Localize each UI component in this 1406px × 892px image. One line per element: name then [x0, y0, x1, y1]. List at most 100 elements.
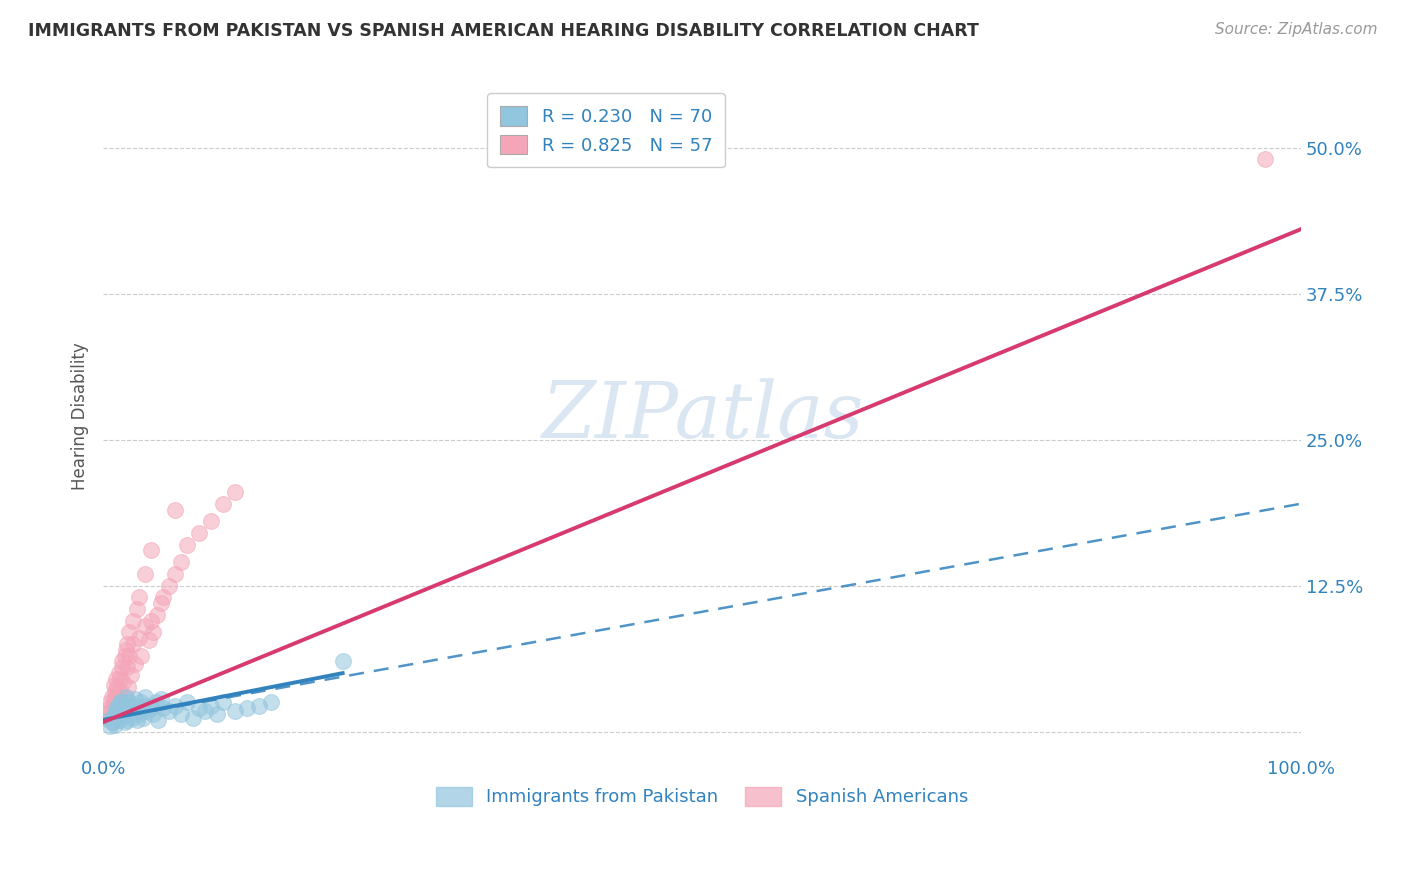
Point [163, 698, 186, 713]
Legend: Immigrants from Pakistan, Spanish Americans: Immigrants from Pakistan, Spanish Americ… [429, 780, 976, 814]
Point [176, 695, 198, 709]
Point [104, 690, 127, 704]
Point [149, 596, 172, 610]
Point [110, 710, 132, 724]
Point [145, 695, 167, 709]
Point [139, 543, 162, 558]
Point [148, 713, 170, 727]
Point [101, 710, 124, 724]
Point [114, 648, 136, 663]
Point [136, 704, 159, 718]
Text: IMMIGRANTS FROM PAKISTAN VS SPANISH AMERICAN HEARING DISABILITY CORRELATION CHAR: IMMIGRANTS FROM PAKISTAN VS SPANISH AMER… [28, 22, 979, 40]
Y-axis label: Hearing Disability: Hearing Disability [72, 343, 89, 490]
Point [142, 706, 165, 721]
Point [111, 698, 134, 713]
Point [108, 695, 131, 709]
Point [170, 706, 193, 721]
Point [260, 695, 283, 709]
Point [101, 698, 124, 713]
Point [107, 701, 129, 715]
Point [128, 591, 150, 605]
Point [112, 675, 135, 690]
Point [128, 631, 150, 645]
Point [247, 698, 270, 713]
Point [163, 566, 186, 581]
Point [111, 655, 134, 669]
Point [104, 706, 127, 721]
Point [170, 555, 193, 569]
Point [131, 695, 153, 709]
Point [96, 706, 118, 721]
Point [107, 704, 129, 718]
Point [157, 704, 180, 718]
Point [104, 683, 127, 698]
Point [120, 706, 142, 721]
Point [129, 701, 152, 715]
Point [107, 713, 129, 727]
Point [104, 691, 127, 706]
Point [122, 698, 145, 713]
Point [187, 701, 209, 715]
Point [104, 717, 127, 731]
Point [236, 701, 259, 715]
Point [107, 704, 129, 718]
Point [128, 704, 150, 718]
Point [118, 625, 141, 640]
Point [115, 704, 138, 718]
Point [224, 485, 246, 500]
Point [108, 672, 131, 686]
Point [98, 713, 121, 727]
Point [134, 619, 156, 633]
Point [138, 633, 160, 648]
Point [118, 701, 141, 715]
Point [114, 715, 136, 730]
Point [114, 690, 136, 704]
Point [97, 710, 120, 724]
Point [105, 701, 128, 715]
Point [98, 704, 121, 718]
Point [212, 497, 235, 511]
Point [131, 710, 153, 724]
Point [121, 710, 143, 724]
Point [152, 701, 174, 715]
Point [118, 695, 141, 709]
Point [112, 701, 135, 715]
Point [200, 514, 222, 528]
Point [131, 648, 153, 663]
Point [139, 698, 162, 713]
Point [115, 660, 138, 674]
Point [120, 668, 142, 682]
Point [118, 648, 141, 663]
Point [181, 710, 204, 724]
Point [98, 695, 121, 709]
Point [224, 704, 246, 718]
Point [117, 680, 139, 694]
Point [103, 678, 125, 692]
Point [212, 695, 235, 709]
Point [115, 637, 138, 651]
Point [125, 602, 148, 616]
Point [115, 698, 138, 713]
Point [110, 695, 132, 709]
Text: ZIPatlas: ZIPatlas [541, 378, 863, 454]
Point [100, 690, 122, 704]
Text: Source: ZipAtlas.com: Source: ZipAtlas.com [1215, 22, 1378, 37]
Point [152, 591, 174, 605]
Point [122, 704, 145, 718]
Point [122, 614, 145, 628]
Point [111, 704, 134, 718]
Point [101, 715, 124, 730]
Point [100, 715, 122, 730]
Point [149, 691, 172, 706]
Point [108, 683, 131, 698]
Point [187, 526, 209, 541]
Point [332, 655, 354, 669]
Point [111, 660, 134, 674]
Point [125, 713, 148, 727]
Point [176, 538, 198, 552]
Point [117, 695, 139, 709]
Point [98, 701, 121, 715]
Point [107, 666, 129, 681]
Point [205, 706, 228, 721]
Point [114, 706, 136, 721]
